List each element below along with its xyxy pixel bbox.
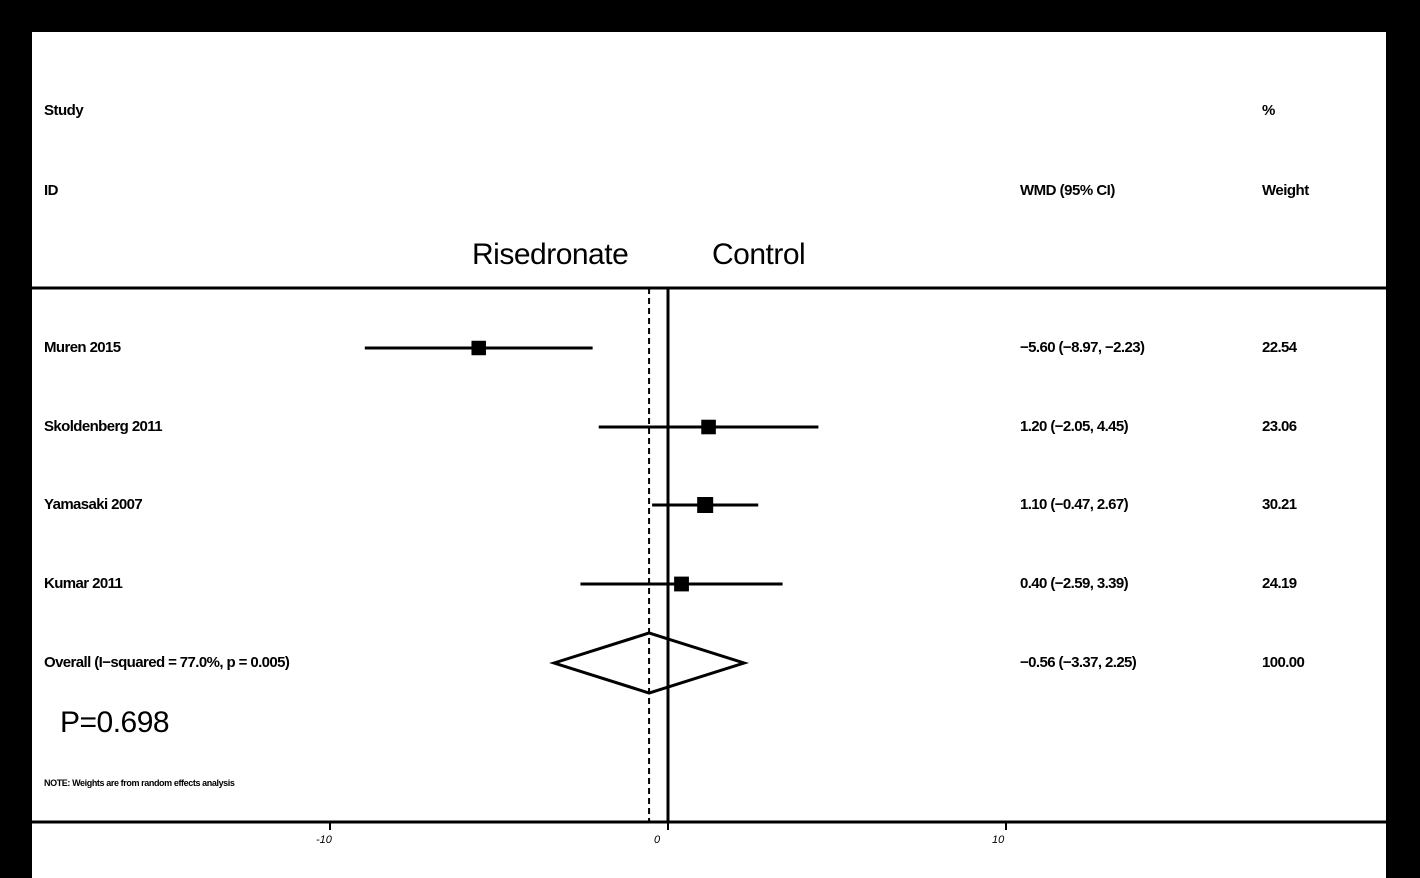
percent-header: % <box>1262 102 1275 119</box>
p-value-label: P=0.698 <box>60 706 170 739</box>
overall-label: Overall (I−squared = 77.0%, p = 0.005) <box>44 654 290 671</box>
study-ci-text: 1.10 (−0.47, 2.67) <box>1020 496 1129 513</box>
right-direction-label: Control <box>712 238 806 271</box>
study-name: Skoldenberg 2011 <box>44 418 163 435</box>
overall-diamond <box>549 631 750 695</box>
left-direction-label: Risedronate <box>472 238 629 271</box>
weights-note: NOTE: Weights are from random effects an… <box>44 778 235 788</box>
x-tick-label: 0 <box>654 834 661 846</box>
study-weight: 24.19 <box>1262 575 1297 592</box>
study-name: Yamasaki 2007 <box>44 496 143 513</box>
overall-ci-text: −0.56 (−3.37, 2.25) <box>1020 654 1137 671</box>
study-weight: 23.06 <box>1262 418 1297 435</box>
forest-plot-panel: Study ID WMD (95% CI) % Weight Risedrona… <box>32 32 1386 878</box>
forest-plot <box>32 286 1386 830</box>
study-point-box <box>471 340 486 356</box>
study-name: Muren 2015 <box>44 339 121 356</box>
study-weight: 22.54 <box>1262 339 1297 356</box>
x-tick-label: 10 <box>992 834 1005 846</box>
study-weight: 30.21 <box>1262 496 1297 513</box>
study-ci-text: 1.20 (−2.05, 4.45) <box>1020 418 1129 435</box>
study-header: Study <box>44 102 84 119</box>
study-point-box <box>674 576 689 592</box>
study-ci-text: −5.60 (−8.97, −2.23) <box>1020 339 1145 356</box>
x-tick-label: -10 <box>316 834 332 846</box>
study-point-box <box>701 419 716 435</box>
id-header: ID <box>44 182 59 199</box>
effect-header: WMD (95% CI) <box>1020 182 1115 199</box>
study-point-box <box>697 497 714 513</box>
overall-weight: 100.00 <box>1262 654 1305 671</box>
study-name: Kumar 2011 <box>44 575 123 592</box>
weight-header: Weight <box>1262 182 1309 199</box>
study-ci-text: 0.40 (−2.59, 3.39) <box>1020 575 1129 592</box>
